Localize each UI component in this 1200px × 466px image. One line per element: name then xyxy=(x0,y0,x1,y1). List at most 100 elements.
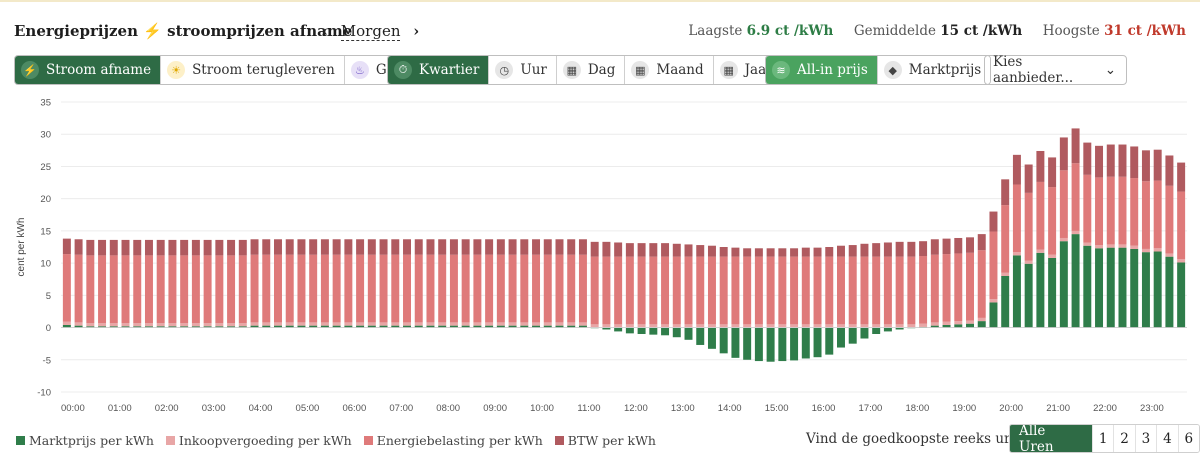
tab-marktprijs[interactable]: ◆ Marktprijs xyxy=(877,56,991,84)
bar-segment xyxy=(391,325,400,328)
tab-stroom-afname[interactable]: ⚡ Stroom afname xyxy=(15,56,162,84)
chevron-left-icon[interactable]: ‹ xyxy=(322,22,328,40)
bar-segment xyxy=(238,326,247,328)
bar-segment xyxy=(121,326,130,328)
highest-label: Hoogste xyxy=(1042,23,1100,39)
bar-segment xyxy=(133,323,142,327)
bolt-icon: ⚡ xyxy=(143,22,162,40)
bar-segment xyxy=(473,254,482,323)
bar-segment xyxy=(707,327,716,349)
bar-segment xyxy=(672,324,681,328)
bar-segment xyxy=(250,239,259,255)
bar-segment xyxy=(872,256,881,325)
bar-segment xyxy=(356,239,365,255)
bar-segment xyxy=(285,322,294,326)
average-value: 15 ct /kWh xyxy=(940,23,1023,39)
bar-segment xyxy=(62,321,71,325)
bar-segment xyxy=(238,239,247,256)
bar-segment xyxy=(661,324,670,328)
tab-all-in-prijs[interactable]: ≋ All-in prijs xyxy=(766,56,878,84)
bar-segment xyxy=(227,323,236,327)
bar-segment xyxy=(895,241,904,257)
tab-kwartier[interactable]: ⏱ Kwartier xyxy=(388,56,490,84)
bar-segment xyxy=(790,256,799,325)
legend-item-energiebelasting[interactable]: Energiebelasting per kWh xyxy=(363,433,543,448)
legend-item-marktprijs[interactable]: Marktprijs per kWh xyxy=(16,433,154,448)
bar-segment xyxy=(403,325,411,328)
bar-segment xyxy=(438,325,447,328)
selected-day[interactable]: Morgen xyxy=(340,22,401,41)
bar-segment xyxy=(367,325,376,328)
bar-segment xyxy=(144,326,153,328)
bar-segment xyxy=(661,256,670,325)
bar-segment xyxy=(180,326,189,328)
bar-segment xyxy=(1095,248,1104,328)
bar-segment xyxy=(977,234,986,251)
bar-segment xyxy=(942,324,951,328)
legend-item-inkoopvergoeding[interactable]: Inkoopvergoeding per kWh xyxy=(165,433,352,448)
bar-segment xyxy=(614,256,623,325)
bar-segment xyxy=(672,327,681,338)
bar-segment xyxy=(332,254,341,323)
x-tick-label: 03:00 xyxy=(202,403,226,414)
y-tick-label: 20 xyxy=(40,194,51,205)
bar-segment xyxy=(872,243,881,257)
bar-segment xyxy=(837,245,845,257)
bar-segment xyxy=(1118,144,1127,177)
tab-stroom-terugleveren[interactable]: ☀ Stroom terugleveren xyxy=(161,56,345,84)
y-tick-label: 10 xyxy=(40,259,51,270)
bar-segment xyxy=(496,322,505,326)
bar-segment xyxy=(895,327,904,330)
bar-segment xyxy=(461,239,470,255)
bar-segment xyxy=(801,247,810,257)
bar-segment xyxy=(790,324,799,328)
tab-uur[interactable]: ◷ Uur xyxy=(489,56,557,84)
x-tick-label: 15:00 xyxy=(765,403,789,414)
legend-label: Inkoopvergoeding per kWh xyxy=(178,433,352,448)
bar-segment xyxy=(485,325,494,328)
bar-segment xyxy=(966,237,974,253)
bar-segment xyxy=(872,324,881,328)
option-6[interactable]: 6 xyxy=(1177,425,1199,452)
bar-segment xyxy=(555,322,564,326)
bar-segment xyxy=(215,323,224,327)
bar-segment xyxy=(449,254,458,323)
option-alle-uren[interactable]: Alle Uren xyxy=(1010,425,1092,452)
bar-segment xyxy=(1095,245,1104,249)
bar-segment xyxy=(637,243,646,257)
option-2[interactable]: 2 xyxy=(1113,425,1135,452)
bar-segment xyxy=(719,256,728,325)
tab-maand[interactable]: ▦ Maand xyxy=(625,56,714,84)
bar-segment xyxy=(590,241,599,257)
bar-segment xyxy=(754,248,763,257)
bar-segment xyxy=(696,324,705,328)
bar-segment xyxy=(1177,162,1186,192)
tab-label: Uur xyxy=(520,62,547,78)
bar-segment xyxy=(966,323,974,328)
page-title: Energieprijzen ⚡ stroomprijzen afname xyxy=(14,22,352,40)
bar-segment xyxy=(1177,191,1186,260)
chevron-right-icon[interactable]: › xyxy=(413,22,420,40)
bar-segment xyxy=(813,324,822,328)
bar-segment xyxy=(1024,164,1033,193)
option-1[interactable]: 1 xyxy=(1091,425,1114,452)
bar-segment xyxy=(1130,248,1139,328)
bar-segment xyxy=(274,254,282,323)
bar-segment xyxy=(895,256,904,325)
legend-item-btw[interactable]: BTW per kWh xyxy=(554,433,656,448)
bar-segment xyxy=(191,326,200,328)
x-tick-label: 05:00 xyxy=(296,403,320,414)
bar-segment xyxy=(391,254,400,323)
bar-segment xyxy=(426,322,435,326)
option-3[interactable]: 3 xyxy=(1134,425,1157,452)
bar-segment xyxy=(109,326,118,328)
option-4[interactable]: 4 xyxy=(1156,425,1178,452)
bar-segment xyxy=(625,256,634,325)
bar-segment xyxy=(1153,149,1162,181)
bar-segment xyxy=(109,255,118,324)
bar-segment xyxy=(227,326,236,328)
supplier-select[interactable]: Kies aanbieder... ⌄ xyxy=(984,54,1127,86)
bar-segment xyxy=(274,322,282,326)
bar-segment xyxy=(637,324,646,328)
tab-dag[interactable]: ▦ Dag xyxy=(556,56,626,84)
